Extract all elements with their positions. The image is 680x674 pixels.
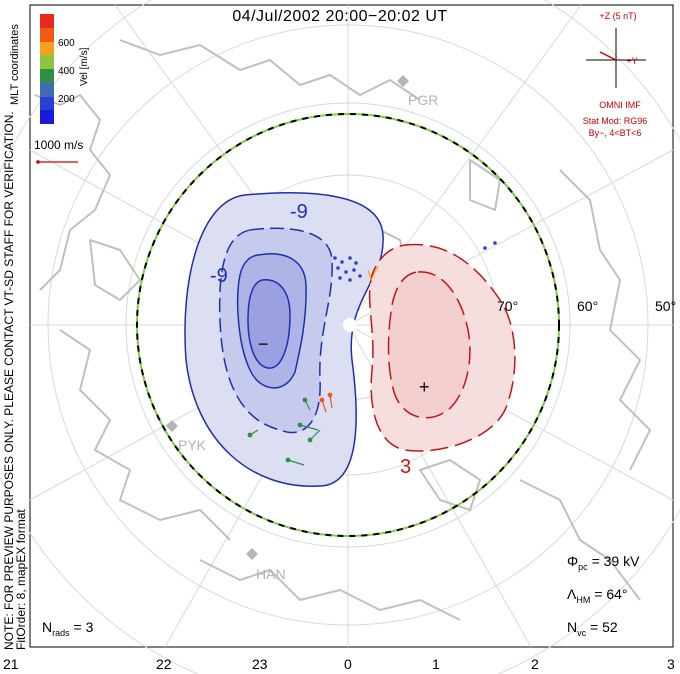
colorbar-swatch bbox=[40, 27, 54, 42]
imf-source-label: OMNI IMF bbox=[599, 100, 641, 110]
mlt-label-3: 3 bbox=[667, 656, 675, 672]
mlt-label-23: 23 bbox=[252, 656, 268, 672]
colorbar-swatch bbox=[40, 41, 54, 56]
site-markers bbox=[166, 75, 409, 560]
negative-contour-label: -9 bbox=[290, 201, 308, 223]
stat-model-label: Stat Mod: RG96 bbox=[582, 116, 648, 126]
colorbar-tick-400: 400 bbox=[58, 66, 75, 77]
scale-vector-label: 1000 m/s bbox=[34, 138, 84, 152]
colorbar-swatch bbox=[40, 69, 54, 83]
negative-extremum-marker: − bbox=[258, 334, 269, 354]
velocity-colorbar bbox=[40, 14, 54, 124]
mlt-label-2: 2 bbox=[531, 656, 539, 672]
site-label-pgr: PGR bbox=[408, 92, 439, 108]
imf-condition-label: By−, 4<BT<6 bbox=[588, 128, 642, 138]
coordinates-label: MLT coordinates bbox=[9, 24, 21, 105]
scale-vector-origin bbox=[36, 160, 40, 164]
velocity-vectors bbox=[247, 241, 497, 466]
vector-count: Nvc = 52 bbox=[567, 619, 618, 638]
colorbar-tick-600: 600 bbox=[58, 38, 75, 49]
latitude-label-70: 70° bbox=[497, 298, 519, 314]
mlt-label-21: 21 bbox=[3, 656, 19, 672]
hm-boundary bbox=[136, 113, 560, 537]
fit-order-note: FitOrder: 8, mapEX format bbox=[14, 509, 28, 650]
imf-y-label: +Y bbox=[626, 56, 638, 66]
mlt-label-0: 0 bbox=[344, 656, 352, 672]
negative-cell-core bbox=[247, 279, 291, 369]
colorbar-swatch bbox=[40, 55, 54, 69]
negative-contour-label-2: -9 bbox=[210, 265, 228, 287]
hm-latitude: ΛHM = 64° bbox=[567, 586, 628, 605]
positive-cell-inner bbox=[387, 271, 471, 419]
cross-polar-potential: Φpc = 39 kV bbox=[567, 553, 640, 572]
page-title: 04/Jul/2002 20:00−20:02 UT bbox=[232, 8, 448, 25]
colorbar-tick-200: 200 bbox=[58, 94, 75, 105]
site-label-han: HAN bbox=[256, 566, 286, 582]
radar-count: Nrads = 3 bbox=[42, 619, 94, 638]
colorbar-swatch bbox=[40, 110, 54, 124]
mlt-label-22: 22 bbox=[156, 656, 172, 672]
colorbar-swatch bbox=[40, 82, 54, 97]
positive-extremum-marker: + bbox=[419, 377, 430, 397]
colorbar-swatch bbox=[40, 14, 54, 28]
imf-z-label: +Z (5 nT) bbox=[599, 11, 637, 21]
latitude-label-50: 50° bbox=[655, 298, 677, 314]
site-label-pyk: PYK bbox=[178, 437, 207, 453]
mlt-label-1: 1 bbox=[432, 656, 440, 672]
plot-frame bbox=[29, 4, 674, 648]
latitude-label-60: 60° bbox=[577, 298, 599, 314]
positive-contour-label: 3 bbox=[400, 456, 411, 478]
colorbar-swatch bbox=[40, 96, 54, 111]
colorbar-title: Vel [m/s] bbox=[79, 47, 90, 86]
coastlines bbox=[34, 39, 651, 621]
imf-vector bbox=[599, 51, 617, 61]
pole-marker bbox=[343, 318, 357, 332]
